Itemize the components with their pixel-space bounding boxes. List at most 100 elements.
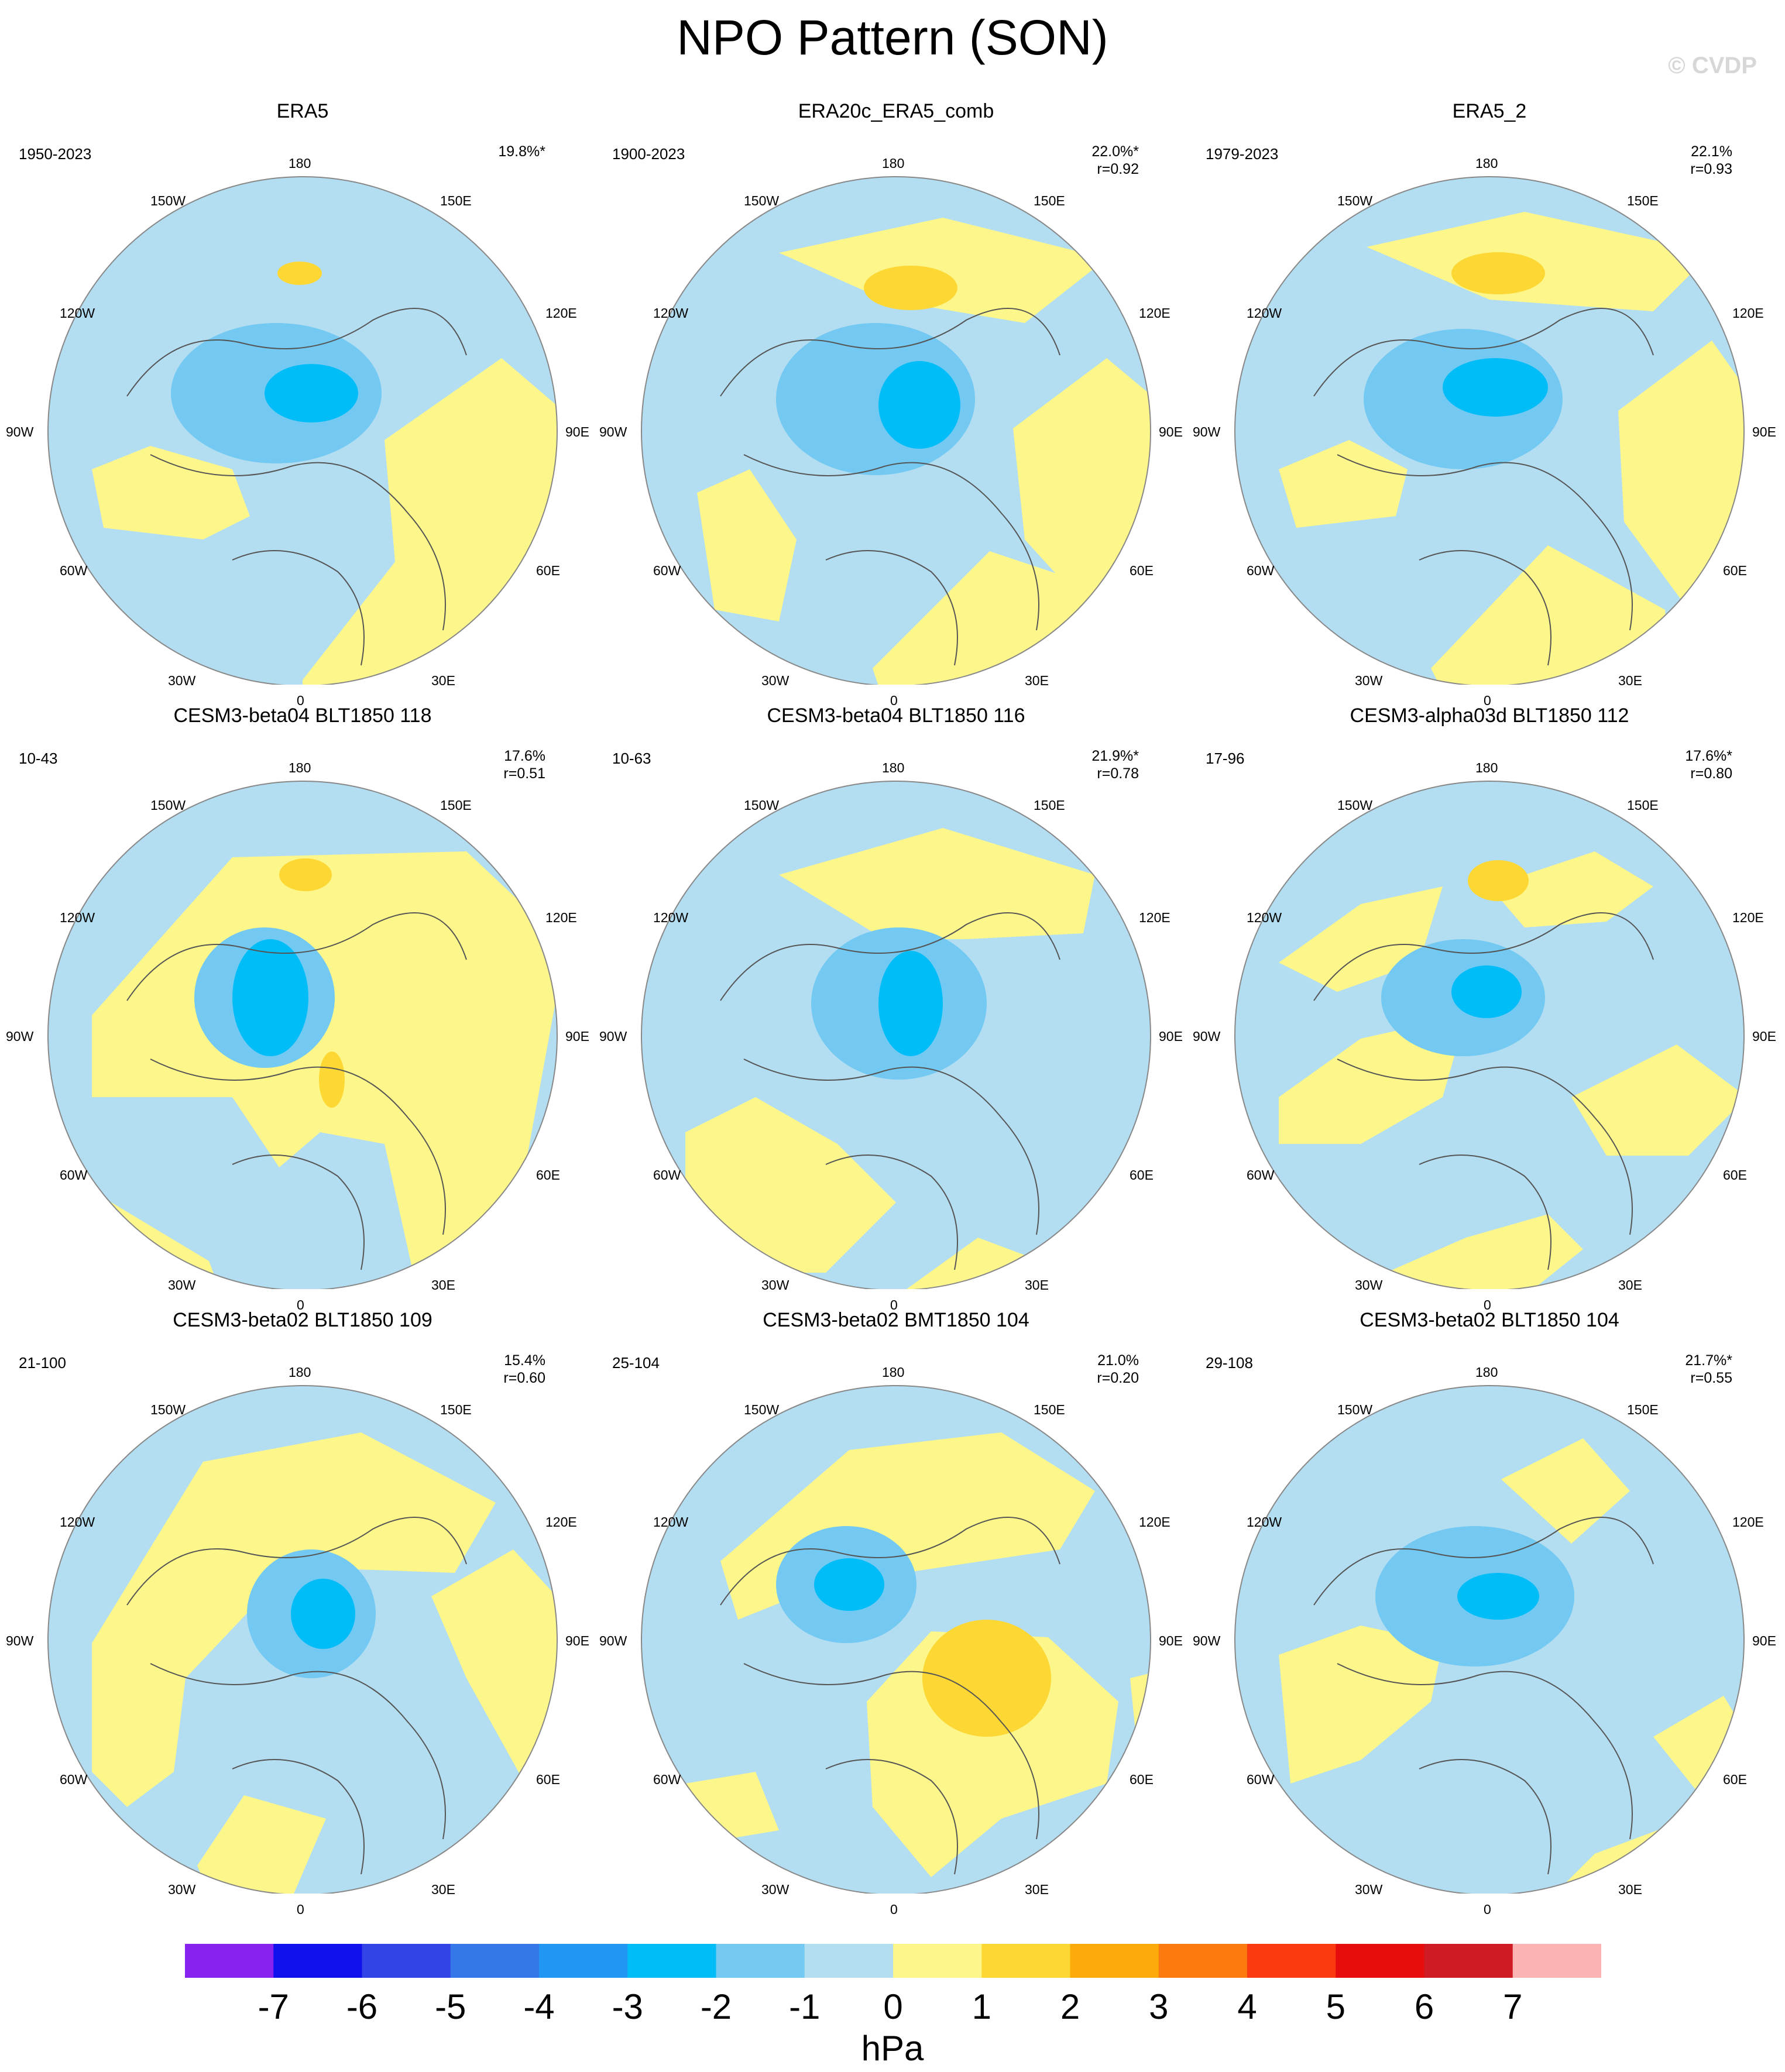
longitude-label-ll1: 60W (60, 1772, 88, 1787)
colorbar-swatch (716, 1944, 805, 1978)
panel-period: 1950-2023 (19, 145, 92, 163)
colorbar-tick-label: -3 (612, 1987, 643, 2026)
colorbar-tick-label: 3 (1149, 1987, 1169, 2026)
longitude-label-lr2: 30E (1025, 1277, 1049, 1293)
longitude-label-left-mid: 90W (1193, 424, 1221, 439)
positive-anomaly-core (279, 858, 332, 891)
colorbar-tick-label: 5 (1326, 1987, 1345, 2026)
longitude-label-right-mid: 90E (1159, 424, 1183, 439)
panel-stats: 17.6% r=0.51 (503, 747, 545, 782)
colorbar-swatch (627, 1944, 716, 1978)
colorbar-tick-label: 1 (972, 1987, 991, 2026)
longitude-label-ur2: 120E (1732, 305, 1764, 321)
longitude-label-ul2: 120W (653, 1514, 689, 1530)
panel-title: CESM3-beta02 BMT1850 104 (763, 1309, 1029, 1331)
longitude-label-lr2: 30E (1025, 673, 1049, 688)
longitude-label-ll1: 60W (1247, 563, 1275, 578)
polar-map (641, 176, 1151, 685)
longitude-label-ll1: 60W (653, 1772, 681, 1787)
pattern-correlation: r=0.55 (1690, 1370, 1732, 1386)
panel-period: 10-43 (19, 750, 58, 767)
longitude-label-ul1: 150W (1337, 193, 1373, 208)
strong-negative-anomaly-region (1457, 1573, 1539, 1620)
longitude-label-ur1: 150E (440, 1402, 472, 1417)
longitude-label-lr2: 30E (1618, 1882, 1642, 1897)
colorbar-swatch (893, 1944, 982, 1978)
longitude-label-left-mid: 90W (599, 424, 627, 439)
map-panel-6: CESM3-alpha03d BLT1850 112 17-96 17.6%* r=0… (1193, 704, 1785, 1312)
longitude-label-ll1: 60W (60, 563, 88, 578)
panel-stats: 21.7%* r=0.55 (1685, 1352, 1732, 1387)
polar-map (641, 1385, 1151, 1894)
longitude-label-bottom: 0 (297, 1902, 304, 1917)
coastlines (1313, 1517, 1654, 1875)
longitude-label-right-mid: 90E (1752, 424, 1776, 439)
longitude-label-ur2: 120E (545, 305, 577, 321)
positive-anomaly-region (1279, 440, 1408, 528)
longitude-label-ll1: 60W (653, 563, 681, 578)
pattern-correlation: r=0.60 (503, 1370, 545, 1386)
map-boundary (47, 781, 558, 1289)
positive-anomaly-core (1468, 860, 1529, 901)
colorbar-swatch (1512, 1944, 1601, 1978)
longitude-label-top: 180 (1475, 760, 1498, 775)
longitude-label-left-mid: 90W (1193, 1633, 1221, 1648)
positive-anomaly-region (92, 1432, 496, 1807)
pattern-correlation: r=0.80 (1690, 765, 1732, 782)
map-panel-4: CESM3-beta04 BLT1850 118 10-43 17.6% r=0.51… (6, 704, 598, 1312)
panel-stats: 22.0%* r=0.92 (1091, 143, 1139, 178)
positive-anomaly-region (697, 469, 797, 621)
longitude-label-lr2: 30E (1025, 1882, 1049, 1897)
map-panel-1: ERA5 1950-2023 19.8%* 180 0 90W 90E 150W 120W 60W… (6, 99, 598, 708)
panel-title: ERA5 (276, 100, 329, 122)
map-panel-3: ERA5_2 1979-2023 22.1% r=0.93 180 0 90W 90E 150W… (1193, 99, 1785, 708)
colorbar-swatch (362, 1944, 451, 1978)
panel-stats: 21.9%* r=0.78 (1091, 747, 1139, 782)
figure-title: NPO Pattern (SON) (677, 10, 1108, 65)
longitude-label-bottom: 0 (890, 693, 898, 708)
positive-anomaly-core (922, 1620, 1051, 1737)
longitude-label-lr2: 30E (431, 1277, 455, 1293)
strong-negative-anomaly-region (1451, 965, 1522, 1018)
polar-map (1234, 781, 1745, 1289)
longitude-label-bottom: 0 (890, 1902, 898, 1917)
longitude-label-right-mid: 90E (565, 424, 589, 439)
positive-anomaly-region (779, 218, 1107, 323)
strong-negative-anomaly-region (1443, 358, 1548, 417)
longitude-label-ll1: 60W (1247, 1772, 1275, 1787)
longitude-label-ul2: 120W (1247, 910, 1282, 925)
longitude-label-lr1: 60E (1723, 563, 1747, 578)
longitude-label-lr1: 60E (536, 563, 560, 578)
longitude-label-top: 180 (289, 156, 311, 171)
colorbar-tick-label: 4 (1237, 1987, 1257, 2026)
pattern-correlation: r=0.93 (1690, 161, 1732, 177)
panel-stats: 19.8%* (498, 143, 545, 160)
colorbar-swatch (1158, 1944, 1248, 1978)
map-panel-5: CESM3-beta04 BLT1850 116 10-63 21.9%* r=0.7… (599, 704, 1192, 1312)
longitude-label-ur1: 150E (1034, 193, 1065, 208)
longitude-label-right-mid: 90E (1752, 1633, 1776, 1648)
longitude-label-top: 180 (882, 156, 905, 171)
positive-anomaly-core (864, 266, 957, 310)
colorbar-swatch (804, 1944, 894, 1978)
strong-negative-anomaly-region (265, 364, 358, 422)
variance-explained: 21.7%* (1685, 1352, 1732, 1369)
longitude-label-ul1: 150W (744, 193, 780, 208)
panel-title: CESM3-beta04 BLT1850 116 (767, 705, 1025, 727)
colorbar-tick-label: -2 (700, 1987, 732, 2026)
longitude-label-ll2: 30W (168, 673, 196, 688)
panel-stats: 22.1% r=0.93 (1690, 143, 1732, 178)
strong-negative-anomaly-region (814, 1558, 884, 1611)
map-boundary (641, 176, 1151, 685)
positive-anomaly-region (1279, 1015, 1466, 1144)
panel-stats: 21.0% r=0.20 (1097, 1352, 1139, 1387)
longitude-label-bottom: 0 (890, 1297, 898, 1312)
variance-explained: 22.1% (1691, 143, 1732, 160)
positive-anomaly-region (873, 551, 1107, 685)
coastlines (720, 308, 1060, 666)
longitude-label-ul2: 120W (653, 910, 689, 925)
longitude-label-ur1: 150E (1034, 1402, 1065, 1417)
cvdp-credit: © CVDP (1668, 53, 1757, 78)
panel-period: 29-108 (1206, 1354, 1253, 1372)
longitude-label-ul2: 120W (60, 910, 95, 925)
